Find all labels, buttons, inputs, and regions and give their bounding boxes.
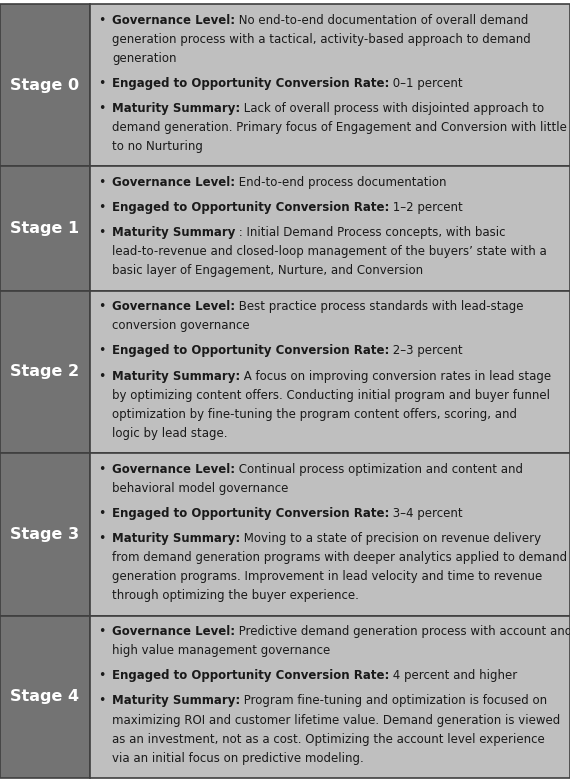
Text: Engaged to Opportunity Conversion Rate:: Engaged to Opportunity Conversion Rate: — [112, 77, 389, 90]
Text: basic layer of Engagement, Nurture, and Conversion: basic layer of Engagement, Nurture, and … — [112, 264, 423, 278]
Bar — [0, 453, 90, 615]
Text: behavioral model governance: behavioral model governance — [112, 482, 288, 495]
Text: Stage 1: Stage 1 — [10, 221, 80, 236]
Text: Governance Level:: Governance Level: — [112, 176, 235, 189]
Text: demand generation. Primary focus of Engagement and Conversion with little: demand generation. Primary focus of Enga… — [112, 121, 567, 134]
Text: maximizing ROI and customer lifetime value. Demand generation is viewed: maximizing ROI and customer lifetime val… — [112, 713, 560, 726]
Text: Maturity Summary:: Maturity Summary: — [112, 102, 241, 115]
Text: •: • — [98, 102, 105, 115]
Text: Governance Level:: Governance Level: — [112, 625, 235, 638]
Text: •: • — [98, 532, 105, 545]
Bar — [90, 4, 570, 167]
Text: End-to-end process documentation: End-to-end process documentation — [235, 176, 447, 189]
Bar — [90, 167, 570, 291]
Text: Stage 0: Stage 0 — [10, 77, 80, 93]
Bar — [0, 167, 90, 291]
Text: Governance Level:: Governance Level: — [112, 463, 235, 475]
Text: : Initial Demand Process concepts, with basic: : Initial Demand Process concepts, with … — [235, 226, 506, 239]
Text: from demand generation programs with deeper analytics applied to demand: from demand generation programs with dee… — [112, 551, 567, 564]
Text: •: • — [98, 507, 105, 520]
Text: •: • — [98, 370, 105, 382]
Text: •: • — [98, 77, 105, 90]
Text: lead-to-revenue and closed-loop management of the buyers’ state with a: lead-to-revenue and closed-loop manageme… — [112, 246, 547, 258]
Text: •: • — [98, 344, 105, 357]
Text: generation process with a tactical, activity-based approach to demand: generation process with a tactical, acti… — [112, 33, 531, 45]
Text: Engaged to Opportunity Conversion Rate:: Engaged to Opportunity Conversion Rate: — [112, 669, 389, 683]
Text: high value management governance: high value management governance — [112, 644, 330, 657]
Bar — [90, 615, 570, 778]
Text: •: • — [98, 176, 105, 189]
Text: conversion governance: conversion governance — [112, 319, 250, 332]
Bar — [0, 291, 90, 453]
Text: Stage 3: Stage 3 — [10, 527, 80, 542]
Text: Lack of overall process with disjointed approach to: Lack of overall process with disjointed … — [241, 102, 544, 115]
Text: •: • — [98, 201, 105, 214]
Text: Engaged to Opportunity Conversion Rate:: Engaged to Opportunity Conversion Rate: — [112, 344, 389, 357]
Text: •: • — [98, 669, 105, 683]
Text: 0–1 percent: 0–1 percent — [389, 77, 463, 90]
Text: Continual process optimization and content and: Continual process optimization and conte… — [235, 463, 523, 475]
Text: Maturity Summary:: Maturity Summary: — [112, 370, 241, 382]
Text: Governance Level:: Governance Level: — [112, 300, 235, 314]
Text: generation programs. Improvement in lead velocity and time to revenue: generation programs. Improvement in lead… — [112, 570, 542, 583]
Text: •: • — [98, 463, 105, 475]
Bar — [90, 453, 570, 615]
Text: 2–3 percent: 2–3 percent — [389, 344, 463, 357]
Text: •: • — [98, 300, 105, 314]
Text: Maturity Summary:: Maturity Summary: — [112, 532, 241, 545]
Text: optimization by fine-tuning the program content offers, scoring, and: optimization by fine-tuning the program … — [112, 407, 517, 421]
Bar — [0, 4, 90, 167]
Text: through optimizing the buyer experience.: through optimizing the buyer experience. — [112, 590, 359, 602]
Text: No end-to-end documentation of overall demand: No end-to-end documentation of overall d… — [235, 13, 528, 27]
Text: Moving to a state of precision on revenue delivery: Moving to a state of precision on revenu… — [241, 532, 542, 545]
Text: Program fine-tuning and optimization is focused on: Program fine-tuning and optimization is … — [241, 694, 547, 708]
Text: •: • — [98, 13, 105, 27]
Text: Maturity Summary: Maturity Summary — [112, 226, 235, 239]
Text: Maturity Summary:: Maturity Summary: — [112, 694, 241, 708]
Text: generation: generation — [112, 52, 177, 65]
Text: to no Nurturing: to no Nurturing — [112, 140, 203, 153]
Text: as an investment, not as a cost. Optimizing the account level experience: as an investment, not as a cost. Optimiz… — [112, 733, 545, 745]
Text: 3–4 percent: 3–4 percent — [389, 507, 463, 520]
Text: •: • — [98, 625, 105, 638]
Bar — [0, 615, 90, 778]
Text: Engaged to Opportunity Conversion Rate:: Engaged to Opportunity Conversion Rate: — [112, 201, 389, 214]
Text: by optimizing content offers. Conducting initial program and buyer funnel: by optimizing content offers. Conducting… — [112, 389, 550, 402]
Text: 1–2 percent: 1–2 percent — [389, 201, 463, 214]
Text: A focus on improving conversion rates in lead stage: A focus on improving conversion rates in… — [241, 370, 551, 382]
Text: Governance Level:: Governance Level: — [112, 13, 235, 27]
Text: logic by lead stage.: logic by lead stage. — [112, 427, 227, 439]
Text: 4 percent and higher: 4 percent and higher — [389, 669, 518, 683]
Text: via an initial focus on predictive modeling.: via an initial focus on predictive model… — [112, 752, 364, 765]
Text: Engaged to Opportunity Conversion Rate:: Engaged to Opportunity Conversion Rate: — [112, 507, 389, 520]
Text: Stage 4: Stage 4 — [10, 689, 80, 705]
Text: Stage 2: Stage 2 — [10, 364, 80, 379]
Text: •: • — [98, 226, 105, 239]
Text: •: • — [98, 694, 105, 708]
Text: Predictive demand generation process with account and: Predictive demand generation process wit… — [235, 625, 570, 638]
Bar — [90, 291, 570, 453]
Text: Best practice process standards with lead-stage: Best practice process standards with lea… — [235, 300, 524, 314]
